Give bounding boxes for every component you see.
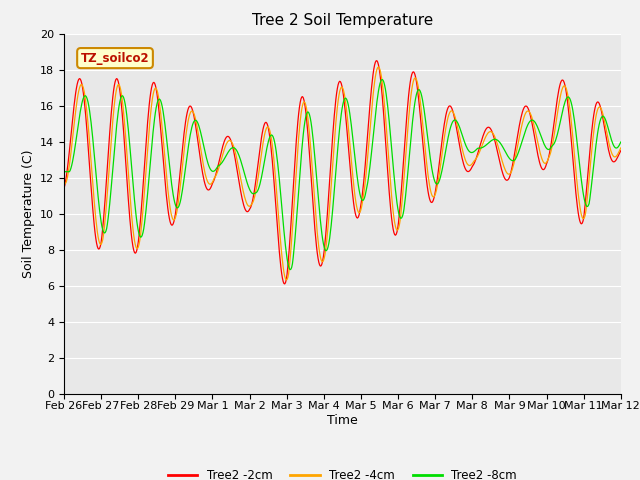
Tree2 -8cm	[412, 96, 419, 101]
Tree2 -4cm	[70, 122, 78, 128]
Tree2 -4cm	[184, 120, 192, 125]
Tree2 -2cm	[617, 148, 625, 154]
Tree2 -4cm	[60, 180, 68, 186]
Text: TZ_soilco2: TZ_soilco2	[81, 51, 149, 65]
Line: Tree2 -2cm: Tree2 -2cm	[64, 60, 621, 284]
Tree2 -2cm	[373, 58, 381, 63]
Tree2 -8cm	[214, 164, 221, 170]
Tree2 -2cm	[70, 103, 78, 108]
Tree2 -2cm	[281, 281, 289, 287]
Tree2 -2cm	[184, 107, 192, 113]
Tree2 -2cm	[127, 232, 135, 238]
Tree2 -4cm	[617, 145, 625, 151]
Y-axis label: Soil Temperature (C): Soil Temperature (C)	[22, 149, 35, 278]
Title: Tree 2 Soil Temperature: Tree 2 Soil Temperature	[252, 13, 433, 28]
Tree2 -8cm	[286, 267, 294, 273]
Tree2 -4cm	[428, 192, 436, 198]
Tree2 -8cm	[428, 166, 436, 171]
Tree2 -4cm	[127, 210, 135, 216]
X-axis label: Time: Time	[327, 414, 358, 427]
Legend: Tree2 -2cm, Tree2 -4cm, Tree2 -8cm: Tree2 -2cm, Tree2 -4cm, Tree2 -8cm	[163, 464, 522, 480]
Tree2 -2cm	[214, 166, 221, 172]
Tree2 -8cm	[617, 139, 625, 145]
Tree2 -8cm	[184, 147, 192, 153]
Tree2 -8cm	[60, 169, 68, 175]
Tree2 -4cm	[282, 277, 290, 283]
Line: Tree2 -4cm: Tree2 -4cm	[64, 67, 621, 280]
Tree2 -2cm	[412, 74, 419, 80]
Tree2 -4cm	[214, 169, 221, 175]
Line: Tree2 -8cm: Tree2 -8cm	[64, 80, 621, 270]
Tree2 -2cm	[60, 185, 68, 191]
Tree2 -8cm	[127, 161, 135, 167]
Tree2 -4cm	[374, 64, 382, 70]
Tree2 -2cm	[428, 200, 436, 205]
Tree2 -4cm	[412, 75, 419, 81]
Tree2 -8cm	[378, 77, 386, 83]
Tree2 -8cm	[70, 150, 78, 156]
